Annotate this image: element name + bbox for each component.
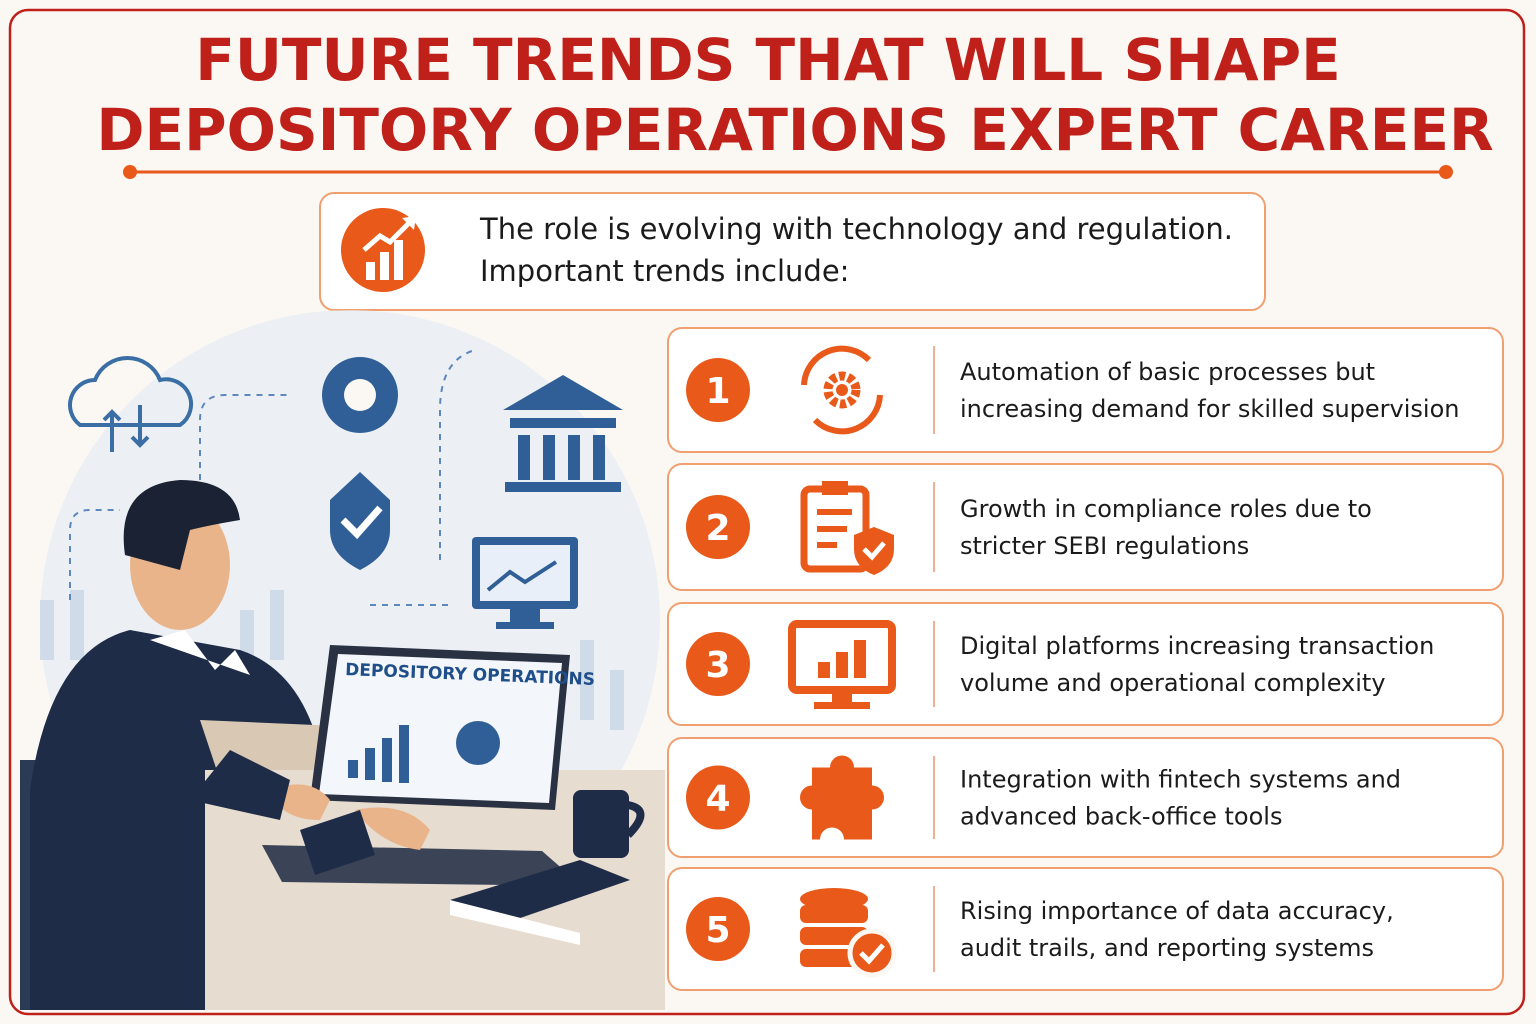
trend-text: Automation of basic processes but: [960, 358, 1375, 386]
number-badge: [686, 632, 750, 696]
trend-text: Digital platforms increasing transaction: [960, 632, 1434, 660]
trend-number: 4: [705, 779, 730, 820]
title-line: FUTURE TRENDS THAT WILL SHAPE: [195, 26, 1341, 94]
card-box: [667, 867, 1504, 991]
trend-card: 3 Digital platforms increasing transacti…: [667, 602, 1504, 726]
trend-icon: [788, 620, 896, 709]
card-box: [667, 737, 1504, 858]
intro-line: The role is evolving with technology and…: [479, 212, 1233, 246]
trend-text: stricter SEBI regulations: [960, 532, 1249, 560]
number-badge: [686, 358, 750, 422]
card-box: [667, 463, 1504, 591]
number-badge: [686, 495, 750, 559]
intro-line: Important trends include:: [480, 254, 849, 288]
trend-text: audit trails, and reporting systems: [960, 934, 1374, 962]
divider-dot: [1439, 165, 1453, 179]
intro-box: The role is evolving with technology and…: [319, 192, 1266, 311]
trend-list: 1 Automation of basic processes but incre…: [667, 327, 1504, 991]
trend-number: 2: [705, 508, 730, 549]
trend-number: 5: [705, 910, 730, 951]
number-badge: [686, 765, 750, 830]
trend-text: increasing demand for skilled supervisio…: [960, 395, 1459, 423]
trend-card: 4 Integration with fintech systems and adv…: [667, 737, 1504, 858]
trend-text: Rising importance of data accuracy,: [960, 897, 1394, 925]
trend-number: 3: [705, 645, 730, 686]
trend-icon: [801, 345, 883, 435]
illustration: DEPOSITORY OPERATIONS: [20, 310, 665, 1010]
trend-icon: [800, 755, 884, 840]
trend-card: 1 Automation of basic processes but incre…: [667, 327, 1504, 453]
card-box: [667, 602, 1504, 726]
trend-icon: [800, 481, 894, 575]
trend-icon: [800, 888, 897, 978]
divider-dot: [123, 165, 137, 179]
trend-text: volume and operational complexity: [960, 669, 1386, 697]
trend-text: Growth in compliance roles due to: [960, 495, 1372, 523]
trend-card: 2 Growth in compliance roles due to stric…: [667, 463, 1504, 591]
title-line: DEPOSITORY OPERATIONS EXPERT CAREER: [96, 96, 1493, 164]
trend-text: Integration with fintech systems and: [960, 766, 1401, 794]
trend-number: 1: [705, 371, 730, 412]
card-box: [667, 327, 1504, 453]
number-badge: [686, 897, 750, 961]
trend-text: advanced back-office tools: [960, 803, 1282, 831]
trend-card: 5 Rising importance of data accuracy, aud…: [667, 867, 1504, 991]
